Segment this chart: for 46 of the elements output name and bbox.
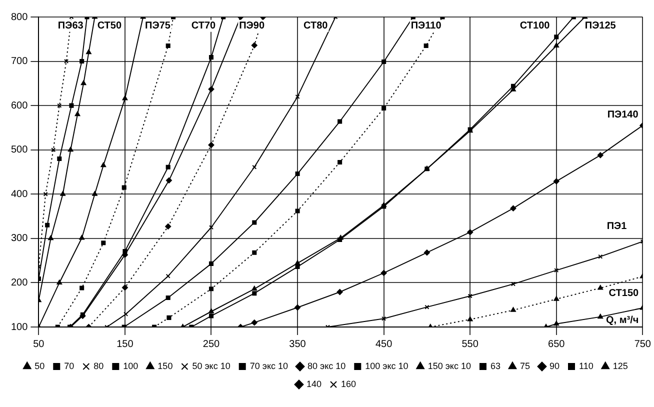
legend-label: 150 экс 10 (428, 360, 471, 371)
legend-label: 90 (549, 360, 560, 371)
annotation: СТ150 (608, 288, 639, 300)
y-tick-label: 400 (10, 188, 28, 200)
annotation: СТ70 (191, 20, 216, 32)
y-tick-label: 200 (10, 277, 28, 288)
annotation: ПЭ140 (607, 110, 639, 121)
x-tick-label: 650 (548, 338, 566, 350)
y-tick-label: 100 (10, 322, 28, 333)
x-tick-label: 50 (33, 338, 45, 350)
annotation: СТ100 (520, 20, 550, 32)
x-tick-label: 150 (116, 338, 134, 350)
y-tick-label: 600 (10, 100, 28, 112)
x-tick-label: 450 (375, 338, 393, 350)
legend-label: 50 (34, 360, 45, 371)
x-axis-title: Q, м³/ч (606, 314, 639, 326)
x-tick-label: 750 (634, 338, 652, 350)
annotation: ПЭ1 (606, 221, 628, 232)
legend-label: 110 (579, 360, 594, 371)
annotation: ПЭ63 (58, 20, 84, 32)
legend-label: 160 (341, 378, 356, 389)
y-tick-label: 300 (10, 233, 28, 244)
y-tick-label: 500 (10, 144, 28, 156)
legend-label: 125 (612, 360, 628, 371)
legend-label: 100 (123, 360, 138, 371)
legend-label: 80 (94, 360, 104, 371)
annotation: ПЭ90 (239, 20, 265, 32)
y-tick-label: 700 (10, 56, 28, 68)
annotation: СТ50 (97, 20, 122, 32)
legend-label: 150 (158, 360, 173, 371)
x-tick-label: 250 (202, 338, 220, 350)
legend-label: 63 (490, 360, 500, 371)
annotation: ПЭ75 (145, 20, 171, 32)
annotation: СТ80 (304, 20, 328, 32)
legend-label: 70 экс 10 (250, 360, 288, 371)
annotation: ПЭ125 (584, 20, 616, 32)
y-tick-label: 800 (10, 12, 28, 23)
legend-label: 80 экс 10 (308, 360, 346, 371)
legend-label: 70 (64, 360, 74, 371)
x-tick-label: 350 (289, 338, 306, 350)
annotation: ПЭ110 (410, 20, 442, 32)
x-tick-label: 550 (462, 338, 479, 350)
legend-label: 75 (520, 360, 530, 371)
legend-label: 100 экс 10 (365, 360, 408, 371)
legend-label: 50 экс 10 (192, 360, 230, 371)
legend-label: 140 (306, 378, 322, 389)
